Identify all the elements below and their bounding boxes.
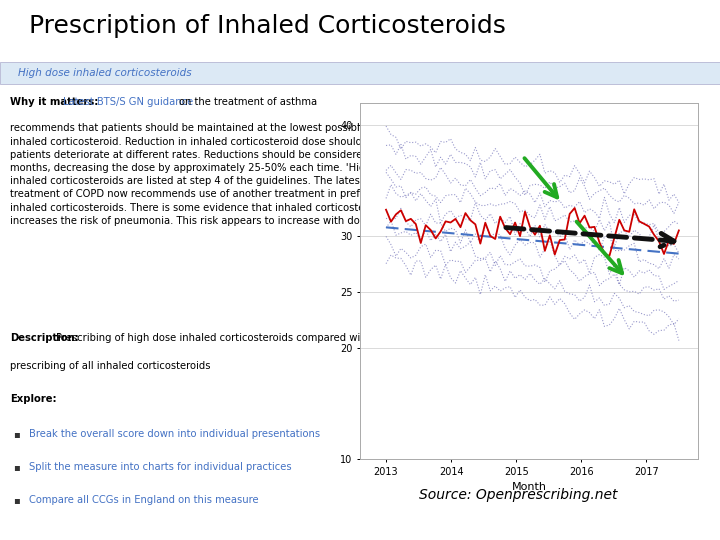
Text: Why it matters:: Why it matters: [10,97,99,107]
Text: ▪: ▪ [14,495,20,505]
Text: prescribing of all inhaled corticosteroids: prescribing of all inhaled corticosteroi… [10,361,211,372]
Text: Description:: Description: [10,333,79,343]
Text: on the treatment of asthma: on the treatment of asthma [179,97,318,107]
Text: Prescription of Inhaled Corticosteroids: Prescription of Inhaled Corticosteroids [29,14,505,37]
X-axis label: Month: Month [512,482,546,492]
Text: Break the overall score down into individual presentations: Break the overall score down into indivi… [29,429,320,439]
Text: Explore:: Explore: [10,394,57,404]
Text: ▪: ▪ [14,462,20,472]
Text: ▪: ▪ [14,429,20,439]
Text: Split the measure into charts for individual practices: Split the measure into charts for indivi… [29,462,292,472]
Text: Latest BTS/S GN guidance: Latest BTS/S GN guidance [63,97,193,107]
Text: Prescribing of high dose inhaled corticosteroids compared with: Prescribing of high dose inhaled cortico… [56,333,370,343]
Text: High dose inhaled corticosteroids: High dose inhaled corticosteroids [18,69,192,78]
Text: Compare all CCGs in England on this measure: Compare all CCGs in England on this meas… [29,495,258,505]
Text: recommends that patients should be maintained at the lowest possible dose of
inh: recommends that patients should be maint… [10,123,430,226]
Text: Source: Openprescribing.net: Source: Openprescribing.net [419,488,618,502]
